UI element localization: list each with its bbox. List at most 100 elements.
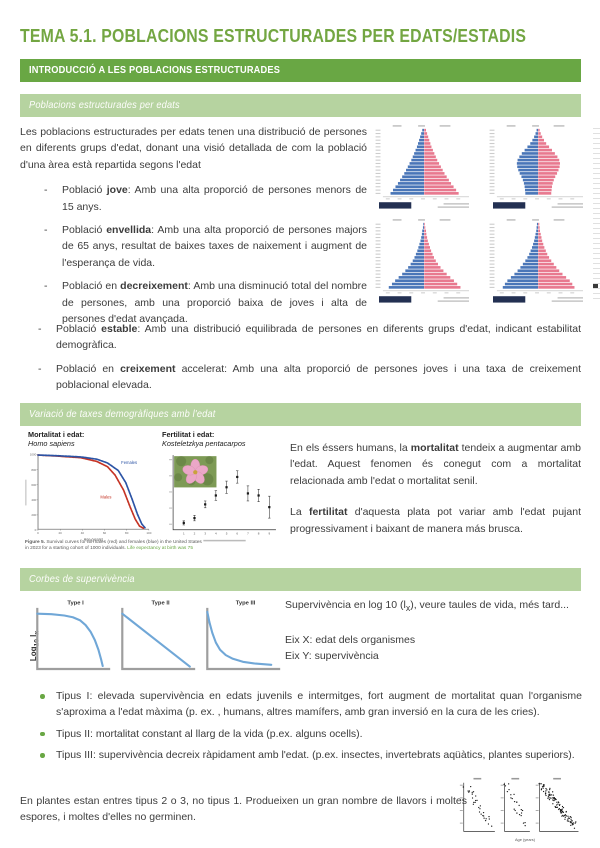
edats-fullwidth-bullets: Població estable: Amb una distribució eq… (20, 321, 581, 401)
population-pyramid-expansive (375, 125, 469, 209)
paragraph-bold: fertilitat (308, 506, 348, 519)
fertility-age-chart: 1 2 3 4 5 6 7 8 9 (169, 455, 276, 542)
paragraph-text: tendeix a augmentar amb l'edat. Aquest f… (290, 442, 581, 487)
page-title-text: TEMA 5.1. POBLACIONS ESTRUCTURADES PER E… (20, 26, 527, 46)
bullet-text: : Amb una alta proporció de persones maj… (62, 224, 367, 269)
survivorship-type-2-panel: Type II (121, 600, 196, 671)
paragraph-text: La (290, 506, 309, 519)
supervivencia-paragraph: Supervivència en log 10 (lx), veure taul… (285, 597, 581, 617)
fertility-label-bold: Fertilitat i edat: (162, 430, 215, 439)
corbes-right-text: Supervivència en log 10 (lx), veure taul… (285, 597, 581, 664)
subsection-banner-corbes-text: Corbes de supervivència (29, 573, 135, 585)
mortality-label-bold: Mortalitat i edat: (28, 430, 85, 439)
caption-text: Survival curves for all males (red) and … (25, 540, 202, 552)
bullet-text: Població (62, 184, 107, 197)
bullet-bold: envellida (106, 224, 152, 237)
svg-text:400: 400 (31, 498, 36, 502)
svg-text:20: 20 (59, 531, 63, 535)
population-pyramids-figure (368, 122, 596, 308)
paragraph-text: d'aquesta plata pot variar amb l'edat pu… (290, 506, 581, 535)
bullet-bold: decreixement (120, 280, 188, 293)
bullet-bold: estable (101, 323, 138, 335)
bullet-text: Població en (56, 362, 121, 375)
svg-text:3: 3 (204, 531, 206, 535)
bullet-text: : Amb una alta proporció de persones men… (62, 184, 367, 213)
svg-text:0: 0 (37, 531, 39, 535)
subsection-banner-edats-text: Poblacions estructurades per edats (29, 99, 180, 111)
svg-text:6: 6 (236, 531, 238, 535)
subsection-banner-edats: Poblacions estructurades per edats (20, 94, 581, 117)
paragraph-text: En els éssers humans, la (290, 442, 411, 454)
caption-link[interactable]: Life expectancy at birth was 75 (127, 546, 194, 552)
bullet-tipus-3: Tipus III: supervivència decreix ràpidam… (38, 747, 582, 763)
svg-text:60: 60 (103, 531, 107, 535)
svg-text:600: 600 (31, 483, 36, 487)
population-pyramid-growth (489, 219, 583, 303)
svg-text:800: 800 (31, 468, 36, 472)
svg-text:100: 100 (146, 531, 151, 535)
paragraph-text: Supervivència en log 10 (l (285, 599, 406, 611)
svg-text:Age (years): Age (years) (84, 538, 104, 542)
survivorship-type-3-panel: Type III (206, 600, 281, 671)
figure-caption: Figure 5. Survival curves for all males … (25, 540, 205, 553)
bullet-text: : Amb una distribució equilibrada de per… (56, 323, 581, 352)
eix-y-line: Eix Y: supervivència (285, 649, 379, 662)
survivorship-curves-figure: Type I Type II Type III (30, 596, 286, 680)
bullet-tipus-1: Tipus I: elevada supervivència en edats … (38, 688, 582, 721)
svg-text:7: 7 (247, 531, 249, 535)
page-edge-mark (593, 284, 598, 288)
bullet-poblacio-jove: Població jove: Amb una alta proporció de… (44, 182, 367, 215)
bullet-text: accelerat: Amb una alta proporció de per… (56, 362, 582, 392)
bullet-poblacio-envellida: Població envellida: Amb una alta proporc… (44, 222, 367, 271)
fertilitat-paragraph: La fertilitat d'aquesta plata pot variar… (290, 504, 581, 537)
caption-figure-number: Figure 5. (25, 540, 45, 545)
closing-paragraph: En plantes estan entres tipus 2 o 3, no … (20, 795, 467, 824)
svg-text:4: 4 (215, 531, 217, 535)
page-edge-artifact (593, 128, 600, 303)
paragraph-bold: mortalitat (410, 442, 459, 454)
subsection-banner-taxes-text: Variació de taxes demogràfiques amb l'ed… (29, 408, 216, 420)
svg-text:80: 80 (125, 531, 129, 535)
svg-text:Type I: Type I (67, 600, 84, 606)
survivorship-type-1-panel: Type I (36, 600, 111, 671)
svg-text:Type II: Type II (152, 600, 170, 606)
subsection-banner-corbes: Corbes de supervivència (20, 568, 581, 591)
svg-text:200: 200 (31, 513, 36, 517)
bullet-text: Població (56, 323, 102, 335)
svg-text:9: 9 (268, 531, 270, 535)
intro-paragraph: Les poblacions estructurades per edats t… (20, 126, 367, 171)
mortality-figure-label: Mortalitat i edat: Homo sapiens (28, 430, 84, 449)
bullet-bold: jove (106, 184, 128, 197)
population-pyramid-constrictive (489, 125, 583, 209)
plant-survivorship-figure: Age (years) (459, 777, 579, 842)
eix-x-line: Eix X: edat dels organismes (285, 633, 416, 646)
paragraph-text: ), veure taules de vida, més tard... (410, 599, 569, 611)
edats-left-column: Les poblacions estructurades per edats t… (20, 124, 367, 334)
svg-text:1000: 1000 (30, 453, 37, 457)
bullet-bold: creixement (120, 362, 176, 375)
subsection-banner-taxes: Variació de taxes demogràfiques amb l'ed… (20, 403, 581, 426)
bullet-poblacio-creixement: Població en creixement accelerat: Amb un… (38, 361, 581, 394)
bullet-text: Població en (62, 280, 121, 293)
svg-text:5: 5 (226, 531, 228, 535)
population-pyramid-rapid-growth (375, 219, 469, 303)
fertility-figure-label: Fertilitat i edat: Kosteletzkya pentacar… (162, 430, 246, 449)
svg-text:1: 1 (183, 531, 185, 535)
bullet-tipus-2: Tipus II: mortalitat constant al llarg d… (38, 726, 582, 742)
section-banner-text: INTRODUCCIÓ A LES POBLACIONS ESTRUCTURAD… (29, 64, 281, 76)
svg-text:40: 40 (81, 531, 85, 535)
section-banner-introduccio: INTRODUCCIÓ A LES POBLACIONS ESTRUCTURAD… (20, 59, 581, 82)
svg-text:Type III: Type III (236, 600, 256, 606)
svg-text:0: 0 (35, 528, 37, 532)
mortality-species: Homo sapiens (28, 439, 75, 449)
fertility-species: Kosteletzkya pentacarpos (162, 439, 246, 449)
bullet-poblacio-estable: Població estable: Amb una distribució eq… (38, 321, 581, 354)
subscript-x: x (405, 603, 411, 614)
svg-text:2: 2 (194, 531, 196, 535)
svg-text:Females: Females (121, 460, 137, 465)
bullet-text: Població (62, 224, 107, 237)
svg-text:Age (years): Age (years) (515, 837, 536, 842)
svg-text:8: 8 (258, 531, 260, 535)
